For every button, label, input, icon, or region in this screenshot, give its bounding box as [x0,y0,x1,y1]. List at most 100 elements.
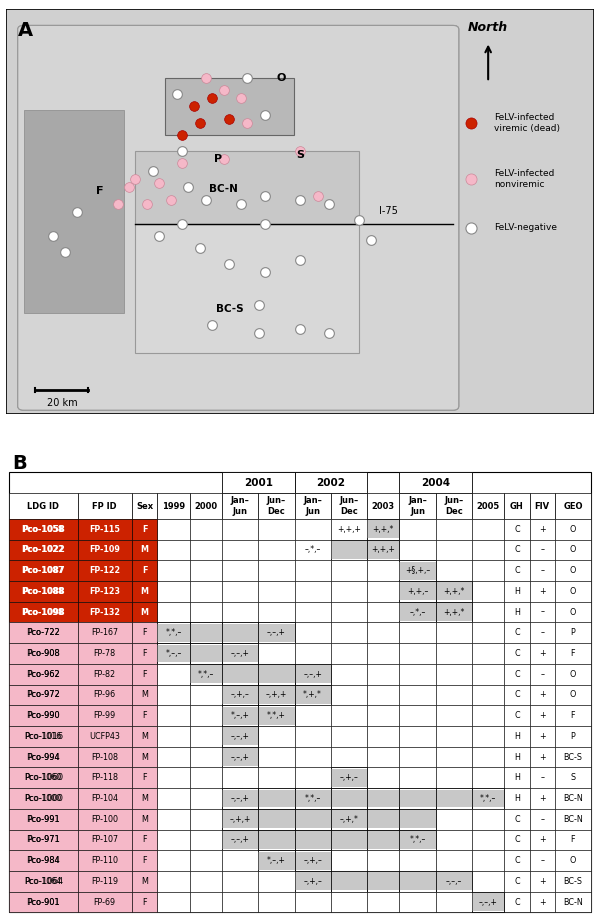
Bar [132,726,157,747]
Text: F: F [142,711,147,720]
Text: Pco-1098: Pco-1098 [22,608,65,616]
Bar [472,788,504,808]
Bar [400,519,436,540]
Text: C: C [514,628,520,638]
Text: –,–,+: –,–,+ [267,628,286,638]
Bar [530,602,555,623]
Bar [157,705,190,726]
Text: 2000: 2000 [194,502,218,511]
Text: FP-132: FP-132 [89,608,120,616]
Bar [222,705,259,726]
Text: Pco-1016: Pco-1016 [24,732,63,741]
Text: –,–,+: –,–,+ [231,732,250,741]
Bar [331,788,367,808]
Bar [132,643,157,663]
Bar [259,602,295,623]
Bar [157,623,190,643]
Text: Jan–
Jun: Jan– Jun [303,496,322,516]
Text: A: A [18,21,33,41]
Bar [77,685,132,705]
Bar [9,581,77,602]
Bar [132,623,157,643]
Bar [331,769,367,786]
Text: FP ID: FP ID [92,502,117,511]
Bar [331,643,367,663]
Bar [77,892,132,912]
Text: Pco-1058: Pco-1058 [22,525,65,534]
Bar [400,850,436,871]
Bar [530,623,555,643]
Bar [222,850,259,871]
Bar [132,519,157,540]
Text: –,+,–: –,+,– [303,877,322,886]
Bar [9,871,77,892]
Text: +: + [539,711,545,720]
Text: Pco-984: Pco-984 [26,857,60,865]
Bar [331,519,367,540]
Bar [295,892,331,912]
Bar [367,768,400,788]
Text: C: C [514,711,520,720]
Text: Pco-962: Pco-962 [26,670,60,679]
Bar [157,685,190,705]
Bar [436,871,472,892]
Bar [331,871,367,892]
Text: M: M [140,608,149,616]
Bar [77,540,132,560]
Text: H: H [514,773,520,783]
Bar [259,705,295,726]
Bar [157,871,190,892]
Text: LDG ID: LDG ID [27,502,59,511]
Bar [9,850,77,871]
Text: H: H [514,608,520,616]
Bar [222,808,259,830]
Bar [132,768,157,788]
Bar [132,643,157,663]
Bar [132,871,157,892]
Bar [222,748,259,766]
Bar [331,892,367,912]
Bar [9,705,77,726]
Bar [9,747,77,768]
Bar [259,493,295,519]
Bar [132,747,157,768]
Bar [9,685,77,705]
Bar [472,663,504,685]
Text: –,–,+: –,–,+ [303,670,322,679]
Bar [295,850,331,871]
Bar [77,768,132,788]
Text: F: F [142,773,147,783]
Bar [295,663,331,685]
Text: F: F [142,628,147,638]
Text: P: P [214,154,222,164]
Bar [9,788,77,808]
Bar [259,808,295,830]
Text: –,*,–: –,*,– [409,608,425,616]
Bar [9,560,77,581]
Bar [400,493,436,519]
Text: +§,+,–: +§,+,– [405,566,430,575]
Text: UCFP43: UCFP43 [89,732,120,741]
Bar [472,705,504,726]
Bar [222,685,259,705]
Text: H: H [514,732,520,741]
Text: FP-100: FP-100 [91,815,118,823]
Bar [222,519,259,540]
Bar [132,892,157,912]
Bar [367,493,400,519]
Bar [436,788,472,808]
Bar [132,560,157,581]
Bar [472,871,504,892]
Text: F: F [571,835,575,845]
Text: F: F [571,649,575,658]
Bar [259,830,295,850]
Text: –,–,+: –,–,+ [231,752,250,761]
Bar [190,788,222,808]
Text: –: – [540,545,544,554]
Bar [555,850,591,871]
Text: Pco-901: Pco-901 [27,897,59,906]
FancyBboxPatch shape [18,26,459,410]
Bar [222,747,259,768]
Text: *,–,+: *,–,+ [231,711,250,720]
Bar [157,645,259,663]
